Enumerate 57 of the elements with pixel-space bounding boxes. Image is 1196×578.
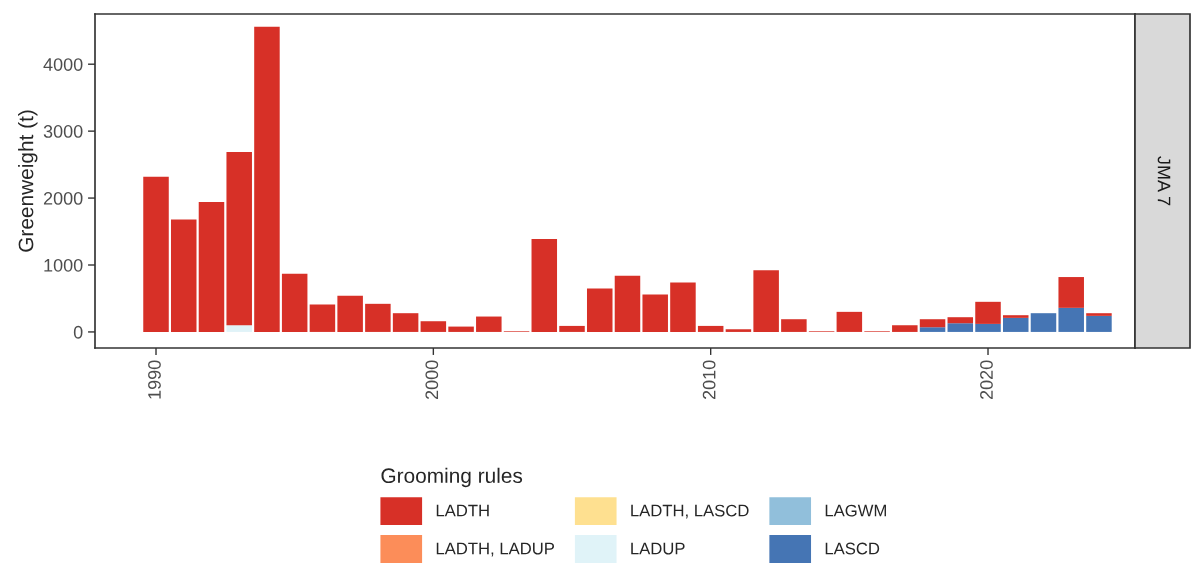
x-tick-label: 2020 — [980, 360, 993, 400]
bar — [392, 313, 419, 332]
bar — [448, 326, 474, 332]
bar — [1086, 315, 1112, 332]
y-tick-label: 0 — [73, 325, 83, 339]
bar — [226, 151, 252, 326]
bar — [1058, 307, 1084, 332]
y-tick-label: 3000 — [43, 125, 83, 138]
x-tick-label: 2010 — [702, 360, 716, 400]
bar — [725, 329, 752, 332]
bar — [170, 219, 197, 332]
legend-label: LADTH, LASCD — [631, 504, 749, 519]
y-tick-label: 1000 — [44, 258, 83, 272]
legend-label: LAGWM — [825, 504, 886, 517]
legend-label: LADUP — [631, 542, 685, 555]
bar — [337, 295, 363, 332]
bar — [642, 294, 668, 332]
bar — [892, 325, 918, 332]
legend-title: Grooming rules — [381, 467, 523, 488]
bar — [365, 303, 391, 332]
legend-label: LADTH, LADUP — [436, 542, 555, 557]
bar — [947, 323, 974, 332]
bar — [476, 316, 502, 332]
bar — [1086, 313, 1112, 316]
text: JMA 7 — [1157, 156, 1171, 206]
bar — [975, 323, 1001, 332]
bar — [947, 317, 974, 324]
bar — [586, 288, 613, 332]
bar — [309, 304, 336, 332]
legend-label: LADTH — [436, 504, 489, 517]
bar — [1002, 315, 1029, 318]
bar — [975, 301, 1001, 324]
legend-label: LASCD — [825, 542, 880, 555]
bar — [919, 327, 946, 332]
bar — [919, 319, 946, 328]
x-tick-label: 2000 — [425, 360, 439, 400]
bar — [198, 202, 225, 332]
bar — [1030, 313, 1057, 332]
y-tick-label: 4000 — [43, 58, 83, 71]
bar — [531, 238, 558, 332]
bar — [697, 325, 724, 332]
bar — [559, 325, 585, 332]
bar — [226, 325, 252, 332]
bar — [670, 282, 696, 332]
bar — [254, 26, 280, 332]
bar — [836, 311, 863, 332]
bar — [781, 319, 807, 332]
bar — [753, 270, 779, 332]
bar — [281, 273, 308, 332]
bar — [1058, 277, 1084, 308]
bar — [420, 321, 447, 332]
x-tick-label: 1990 — [148, 360, 161, 399]
bar — [614, 275, 641, 332]
bar — [143, 176, 169, 332]
y-axis-title: Greenweight (t) — [18, 110, 38, 252]
y-tick-label: 2000 — [43, 192, 83, 205]
bar — [1002, 317, 1029, 332]
